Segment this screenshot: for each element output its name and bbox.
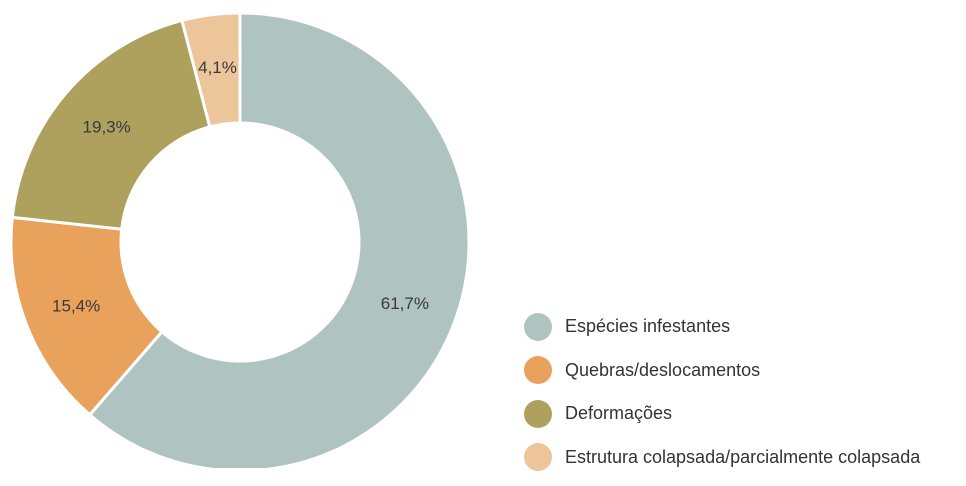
legend-swatch [524,443,552,471]
legend-swatch [524,312,552,341]
slice-estrutura-colapsada-parcialmente-colapsada [180,11,242,129]
slice-quebras-deslocamentos [9,215,164,417]
chart-legend: Espécies infestantes Quebras/deslocamento… [524,312,920,486]
legend-label: Espécies infestantes [565,316,731,336]
slice-label-estrutura-colapsada-parcialmente-colapsada: 4,1% [198,58,237,77]
legend-item-especies-infestantes: Espécies infestantes [524,312,920,341]
chart-slices [9,11,471,468]
legend-label: Deformações [565,403,673,423]
slice-label-deformacoes: 19,3% [83,118,131,137]
legend-swatch [524,356,552,384]
legend-label: Quebras/deslocamentos [565,359,761,380]
slice-especies-infestantes [88,11,471,468]
slice-deformacoes [10,18,212,231]
slice-label-especies-infestantes: 61,7% [381,294,429,313]
legend-label: Estrutura colapsada/parcialmente colapsa… [565,446,921,467]
legend-swatch [524,399,552,428]
legend-item-estrutura-colapsada-parcialmente-colapsada: Estrutura colapsada/parcialmente colapsa… [524,443,920,472]
legend-item-quebras-deslocamentos: Quebras/deslocamentos [524,356,920,385]
slice-label-quebras-deslocamentos: 15,4% [52,297,100,316]
donut-chart: 61,7% 15,4% 19,3% 4,1% [9,11,471,468]
legend-item-deformacoes: Deformações [524,399,920,428]
chart-slice-labels: 61,7% 15,4% 19,3% 4,1% [52,58,429,316]
